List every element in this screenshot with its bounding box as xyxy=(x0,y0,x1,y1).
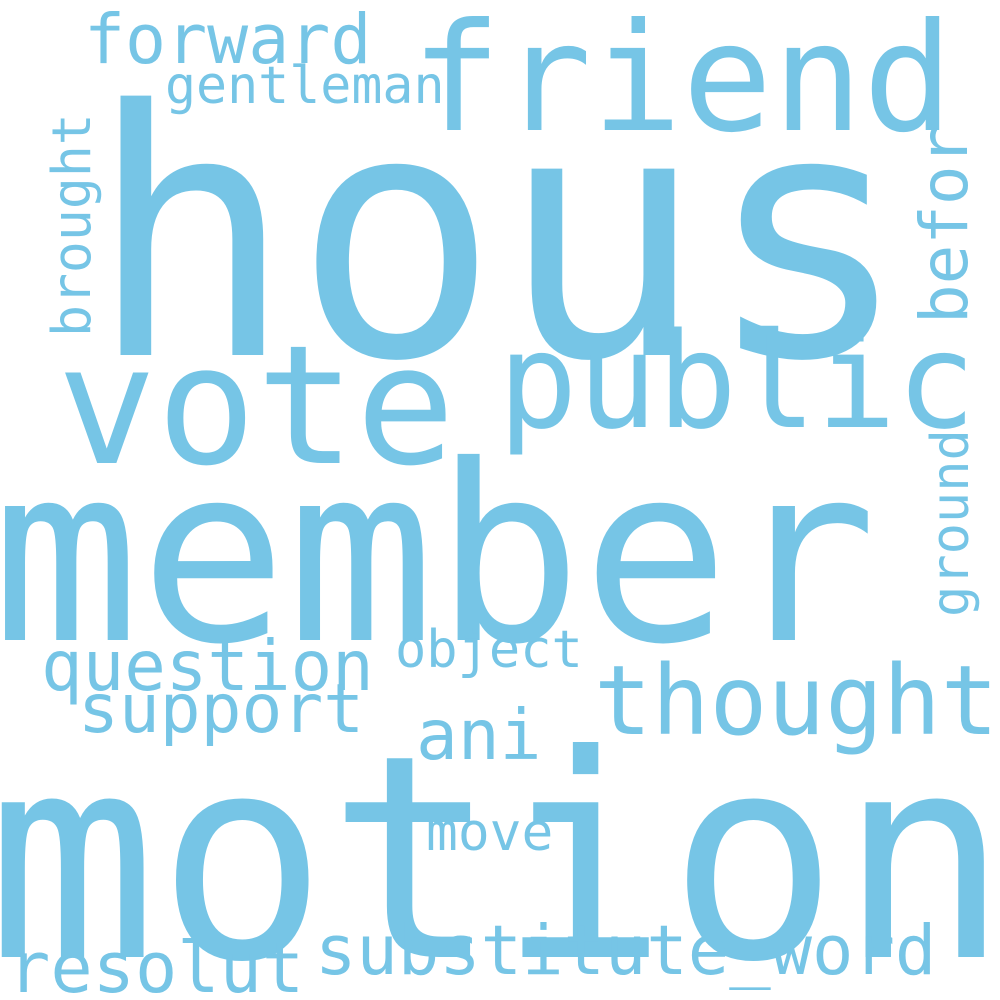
word-ani: ani xyxy=(416,694,542,776)
word-vote: vote xyxy=(57,310,456,504)
word-forward: forward xyxy=(84,1,372,81)
word-support: support xyxy=(78,670,365,750)
word-brought: brought xyxy=(41,113,104,337)
word-substitute-word: substitute_word xyxy=(315,911,937,992)
word-ground: ground xyxy=(920,429,981,617)
word-object: object xyxy=(395,619,583,680)
word-member: member xyxy=(0,412,878,698)
word-hous: hous xyxy=(88,38,911,437)
word-gentleman: gentleman xyxy=(165,56,445,117)
word-friend: friend xyxy=(411,0,954,167)
word-public: public xyxy=(498,304,976,459)
word-question: question xyxy=(41,627,374,707)
word-move: move xyxy=(426,802,554,864)
word-motion: motion xyxy=(0,693,1000,1000)
word-resolut: resolut xyxy=(8,927,305,1000)
word-befor: befor xyxy=(906,125,983,324)
word-thought: thought xyxy=(594,645,999,757)
